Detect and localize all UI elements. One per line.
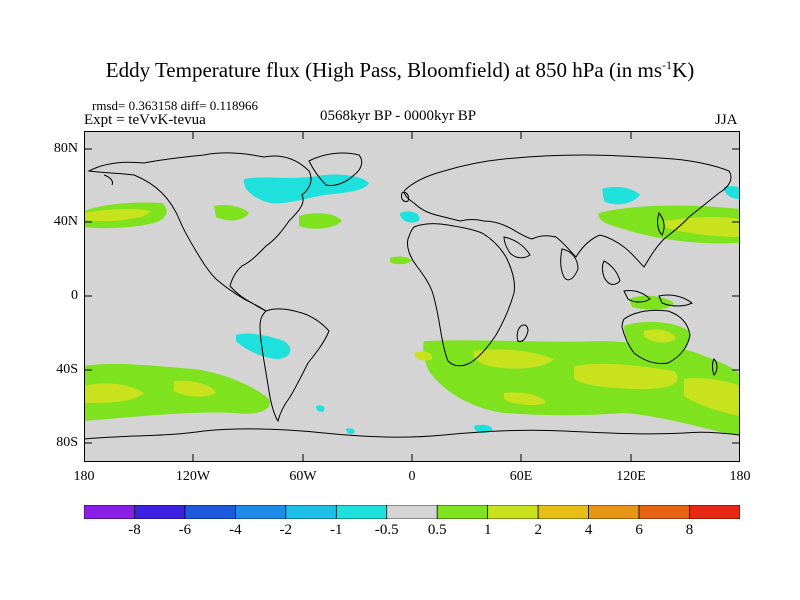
colorbar-label: 2 bbox=[534, 522, 542, 538]
title-superscript: -1 bbox=[662, 58, 673, 72]
negative-flux-regions bbox=[236, 174, 740, 434]
lat-label-40s: 40S bbox=[56, 362, 78, 377]
season-label: JJA bbox=[715, 112, 738, 128]
lon-label-180w: 180 bbox=[73, 469, 95, 484]
title-text: Eddy Temperature flux (High Pass, Bloomf… bbox=[105, 58, 663, 82]
lon-label-60w: 60W bbox=[289, 469, 317, 484]
colorbar-box-11 bbox=[638, 504, 690, 520]
lon-label-180e: 180 bbox=[729, 469, 751, 484]
colorbar-box-7 bbox=[436, 504, 489, 520]
colorbar-box-0 bbox=[83, 504, 135, 520]
colorbar-label: -4 bbox=[229, 522, 242, 538]
colorbar-box-1 bbox=[134, 504, 186, 520]
lat-label-40n: 40N bbox=[53, 214, 78, 229]
period-label: 0568kyr BP - 0000kyr BP bbox=[320, 108, 477, 124]
colorbar-box-2 bbox=[184, 504, 236, 520]
lon-label-0: 0 bbox=[408, 469, 416, 484]
colorbar-label: -0.5 bbox=[374, 522, 399, 538]
colorbar-label: -1 bbox=[330, 522, 343, 538]
coastlines bbox=[84, 152, 740, 440]
colorbar-box-4 bbox=[285, 504, 337, 520]
lon-label-60e: 60E bbox=[509, 469, 533, 484]
title-end: K) bbox=[672, 58, 695, 82]
colorbar-box-12 bbox=[689, 504, 741, 520]
colorbar-label: -2 bbox=[279, 522, 293, 538]
stats-text: rmsd= 0.363158 diff= 0.118966 bbox=[92, 98, 258, 113]
colorbar-label: 1 bbox=[483, 522, 492, 538]
lat-label-80s: 80S bbox=[56, 435, 78, 450]
lat-label-80n: 80N bbox=[53, 141, 78, 156]
colorbar-label: 8 bbox=[685, 522, 694, 538]
lat-label-0: 0 bbox=[71, 288, 78, 303]
colorbar-box-10 bbox=[588, 504, 640, 520]
colorbar-box-6 bbox=[386, 504, 438, 520]
lon-ticks bbox=[192, 131, 632, 462]
colorbar-box-3 bbox=[235, 504, 287, 520]
colorbar-svg bbox=[83, 504, 741, 520]
lon-label-120w: 120W bbox=[175, 469, 211, 484]
colorbar-label: -8 bbox=[128, 522, 141, 538]
lon-label-120e: 120E bbox=[616, 469, 646, 484]
map-panel bbox=[84, 131, 740, 462]
strong-positive-flux-regions bbox=[84, 208, 740, 416]
colorbar-label: 0.5 bbox=[427, 522, 447, 538]
colorbar-box-8 bbox=[487, 504, 539, 520]
map-svg bbox=[84, 131, 740, 462]
colorbar bbox=[83, 504, 741, 520]
colorbar-label: 6 bbox=[635, 522, 643, 538]
colorbar-label: -6 bbox=[178, 522, 192, 538]
lat-ticks bbox=[84, 148, 740, 444]
plot-title: Eddy Temperature flux (High Pass, Bloomf… bbox=[0, 58, 800, 83]
experiment-label: Expt = teVvK-tevua bbox=[84, 112, 206, 128]
colorbar-box-9 bbox=[537, 504, 589, 520]
colorbar-box-5 bbox=[335, 504, 388, 520]
colorbar-label: 4 bbox=[584, 522, 593, 538]
